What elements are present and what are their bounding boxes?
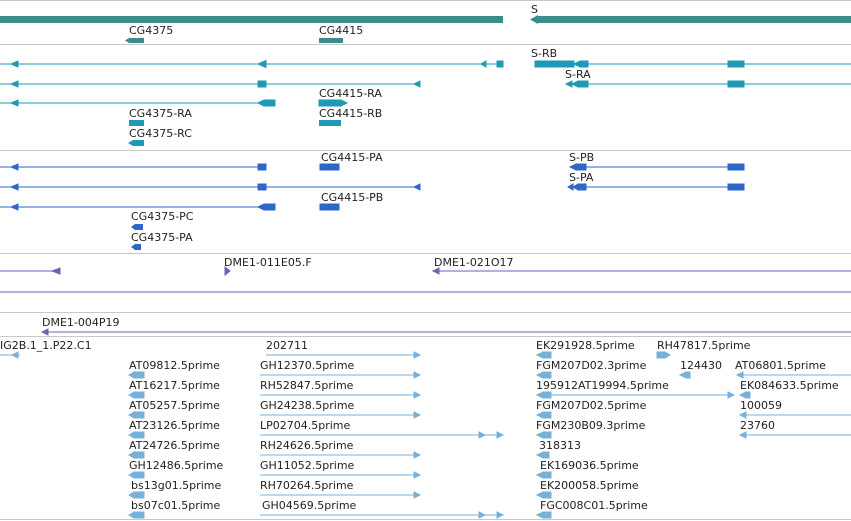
protein-cg4415-pb[interactable] — [0, 203, 340, 211]
strand-arrow — [128, 140, 133, 146]
transcript-label-cg4415-rb: CG4415-RB — [319, 107, 383, 120]
track-divider — [0, 336, 851, 337]
transcript-label-s-ra: S-RA — [565, 68, 591, 81]
est-label: IG2B.1_1.P22.C1 — [0, 339, 92, 352]
transcript-cg4375-ra-exon[interactable] — [129, 120, 144, 126]
est-label: 100059 — [740, 399, 782, 412]
track-divider — [0, 150, 851, 151]
transcript-s-rb[interactable] — [0, 59, 851, 69]
clone-label-dme1-021o17: DME1-021O17 — [434, 256, 514, 269]
est-features[interactable] — [0, 351, 851, 519]
gene-bar-s[interactable] — [538, 16, 851, 23]
gene-strand-arrow — [125, 38, 129, 43]
est-label: RH47817.5prime — [657, 339, 751, 352]
transcript-s-ra[interactable] — [0, 80, 851, 88]
gene-bar-cg4375-cg4415[interactable] — [0, 16, 503, 23]
track-divider — [0, 253, 851, 254]
est-label: bs07c01.5prime — [131, 499, 221, 512]
clone-dme1-004p19[interactable] — [40, 328, 851, 336]
est-label: 195912AT19994.5prime — [536, 379, 669, 392]
gene-bar-cg4415[interactable] — [319, 38, 343, 43]
est-label: FGM230B09.3prime — [536, 419, 646, 432]
protein-s-pb[interactable] — [0, 163, 745, 171]
est-label: FGM207D02.3prime — [536, 359, 647, 372]
protein-cg4375-pa[interactable] — [131, 244, 141, 250]
est-label: 202711 — [266, 339, 308, 352]
transcript-label-cg4415-ra: CG4415-RA — [319, 87, 382, 100]
est-label: AT05257.5prime — [129, 399, 220, 412]
est-label: EK084633.5prime — [740, 379, 839, 392]
est-label: LP02704.5prime — [260, 419, 351, 432]
est-label: AT23126.5prime — [129, 419, 220, 432]
est-label: RH24626.5prime — [260, 439, 354, 452]
est-label: RH70264.5prime — [260, 479, 354, 492]
est-label: GH11052.5prime — [260, 459, 355, 472]
gene-strand-arrow — [530, 15, 538, 24]
gene-bar-cg4375[interactable] — [129, 38, 144, 43]
protein-label-cg4415-pb: CG4415-PB — [321, 191, 384, 204]
track-divider — [0, 0, 851, 1]
transcript-label-cg4375-ra: CG4375-RA — [129, 107, 192, 120]
est-label: FGC008C01.5prime — [540, 499, 648, 512]
clone-label-dme1-011e05-f: DME1-011E05.F — [224, 256, 312, 269]
gene-label-s: S — [531, 3, 538, 16]
transcript-label-cg4375-rc: CG4375-RC — [129, 127, 192, 140]
protein-cg4375-pc[interactable] — [131, 224, 143, 230]
est-label: EK291928.5prime — [536, 339, 635, 352]
transcript-cg4415-ra[interactable] — [0, 99, 349, 107]
est-label: GH12486.5prime — [129, 459, 224, 472]
est-label: GH24238.5prime — [260, 399, 355, 412]
est-label: AT16217.5prime — [129, 379, 220, 392]
transcript-cg4415-rb-exon[interactable] — [319, 120, 341, 126]
protein-label-cg4415-pa: CG4415-PA — [321, 151, 383, 164]
est-label: AT06801.5prime — [735, 359, 826, 372]
est-label: GH04569.5prime — [262, 499, 357, 512]
clone-label-dme1-004p19: DME1-004P19 — [42, 316, 120, 329]
clone-dme1-021o17[interactable] — [431, 267, 851, 275]
protein-label-s-pb: S-PB — [569, 151, 595, 164]
est-label: AT24726.5prime — [129, 439, 220, 452]
protein-label-s-pa: S-PA — [569, 171, 594, 184]
transcript-cg4375-rc-exon[interactable] — [133, 140, 144, 146]
est-label: EK200058.5prime — [540, 479, 639, 492]
est-label: FGM207D02.5prime — [536, 399, 647, 412]
est-label: 318313 — [539, 439, 581, 452]
transcript-label-s-rb: S-RB — [531, 47, 558, 60]
track-divider — [0, 312, 851, 313]
gene-label-cg4415: CG4415 — [319, 24, 364, 37]
est-label: RH52847.5prime — [260, 379, 354, 392]
protein-label-cg4375-pc: CG4375-PC — [131, 210, 194, 223]
est-label: bs13g01.5prime — [131, 479, 222, 492]
est-label: EK169036.5prime — [540, 459, 639, 472]
track-divider — [0, 519, 851, 520]
protein-label-cg4375-pa: CG4375-PA — [131, 231, 193, 244]
clone-dme1-011e05-f[interactable] — [0, 265, 231, 277]
est-label: GH12370.5prime — [260, 359, 355, 372]
protein-s-pa[interactable] — [0, 183, 745, 191]
est-label: 124430 — [680, 359, 722, 372]
gene-label-cg4375: CG4375 — [129, 24, 174, 37]
track-divider — [0, 44, 851, 45]
est-label: AT09812.5prime — [129, 359, 220, 372]
est-label: 23760 — [740, 419, 775, 432]
